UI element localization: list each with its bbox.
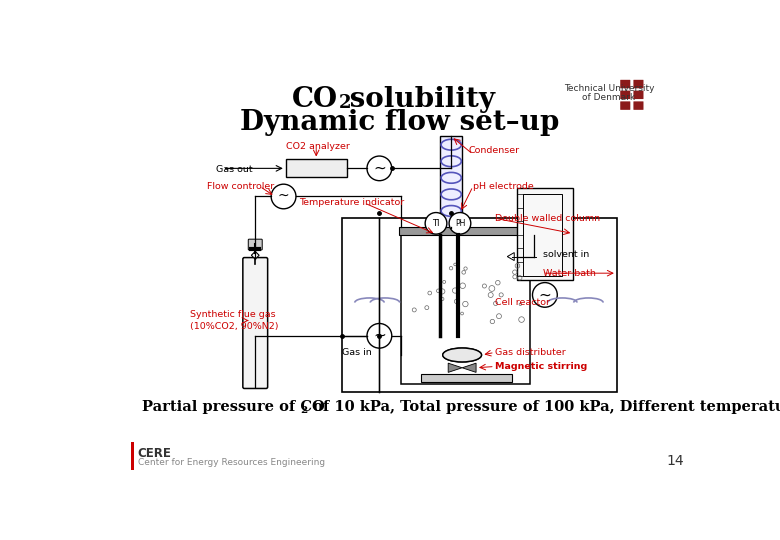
Circle shape	[367, 323, 392, 348]
Circle shape	[367, 156, 392, 181]
FancyBboxPatch shape	[620, 102, 630, 110]
Text: CERE: CERE	[138, 448, 172, 461]
Bar	[401, 234, 530, 384]
Text: 2: 2	[300, 406, 307, 415]
Text: CO2 analyzer: CO2 analyzer	[285, 142, 349, 151]
Text: solubility: solubility	[340, 86, 495, 113]
Polygon shape	[448, 363, 462, 373]
Text: 14: 14	[666, 454, 684, 468]
Bar	[342, 218, 617, 392]
Text: Synthetic flue gas
(10%CO2, 90%N2): Synthetic flue gas (10%CO2, 90%N2)	[190, 310, 278, 331]
Bar	[399, 227, 534, 235]
FancyBboxPatch shape	[633, 102, 643, 110]
Bar	[523, 194, 562, 276]
Text: PH: PH	[455, 219, 465, 228]
Text: Gas out: Gas out	[216, 165, 253, 174]
Bar	[420, 374, 512, 382]
Bar	[285, 159, 346, 177]
Text: Condenser: Condenser	[469, 146, 519, 155]
Text: ~: ~	[373, 160, 386, 175]
Text: 2: 2	[339, 94, 352, 112]
Circle shape	[425, 213, 447, 234]
FancyBboxPatch shape	[620, 91, 630, 99]
Polygon shape	[462, 363, 476, 373]
Text: solvent in: solvent in	[543, 249, 589, 259]
Circle shape	[533, 282, 557, 307]
Ellipse shape	[443, 348, 481, 362]
Text: of Denmark: of Denmark	[583, 92, 636, 102]
FancyBboxPatch shape	[243, 258, 268, 388]
FancyBboxPatch shape	[633, 91, 643, 99]
Text: ~: ~	[278, 188, 289, 202]
Text: Magnetic stirring: Magnetic stirring	[495, 362, 587, 371]
Text: Technical University: Technical University	[564, 84, 654, 93]
Text: Dynamic flow set–up: Dynamic flow set–up	[240, 110, 559, 137]
Bar	[516, 187, 573, 280]
Text: TI: TI	[432, 219, 440, 228]
Bar	[441, 137, 462, 228]
Circle shape	[449, 213, 471, 234]
Text: Partial pressure of CO: Partial pressure of CO	[143, 400, 325, 414]
Text: Flow controler: Flow controler	[207, 182, 275, 191]
Text: CO: CO	[292, 86, 338, 113]
Text: Temperature indicator: Temperature indicator	[299, 198, 404, 207]
Text: Double walled column: Double walled column	[495, 214, 600, 222]
Text: pH electrode: pH electrode	[473, 182, 534, 191]
Text: ~: ~	[373, 328, 386, 342]
Text: Water bath: Water bath	[543, 269, 596, 278]
Text: of 10 kPa, Total pressure of 100 kPa, Different temperatures.: of 10 kPa, Total pressure of 100 kPa, Di…	[307, 400, 780, 414]
Circle shape	[271, 184, 296, 209]
Bar	[131, 442, 134, 470]
FancyBboxPatch shape	[620, 80, 630, 88]
Text: Center for Energy Resources Engineering: Center for Energy Resources Engineering	[138, 458, 325, 467]
Text: Gas distributer: Gas distributer	[495, 348, 566, 357]
FancyBboxPatch shape	[248, 239, 262, 250]
Text: Cell reactor: Cell reactor	[495, 298, 550, 307]
Text: ~: ~	[538, 287, 551, 302]
Text: Gas in: Gas in	[342, 348, 372, 357]
FancyBboxPatch shape	[633, 80, 643, 88]
